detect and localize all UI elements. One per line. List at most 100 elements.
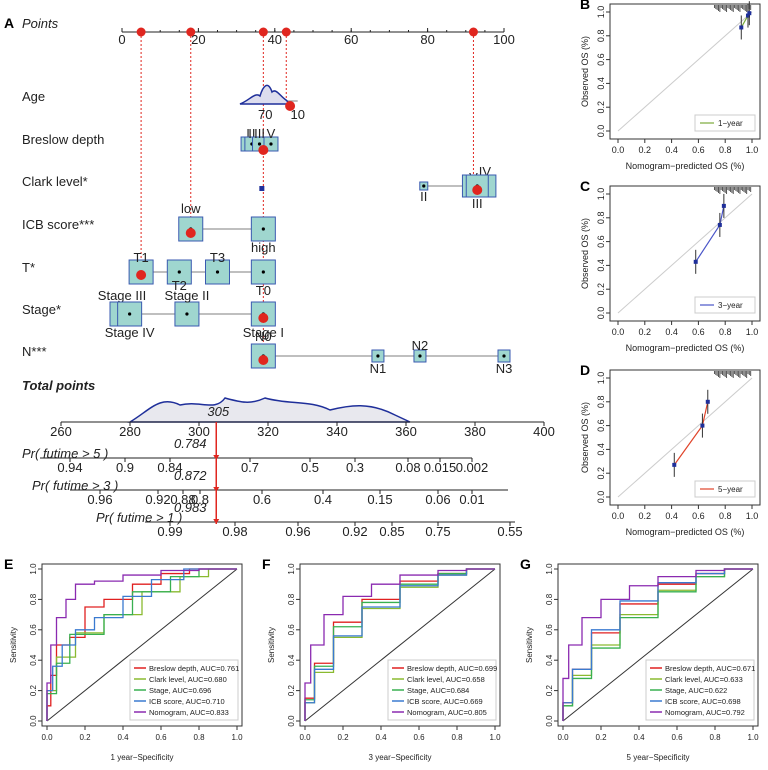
calibration-point — [672, 462, 677, 467]
y-tick-label: 0.0 — [29, 715, 38, 727]
x-tick-label: 0.4 — [633, 733, 645, 742]
prob-value-label: 0.784 — [174, 436, 207, 451]
prob-tick-label: 0.92 — [145, 492, 170, 507]
legend-label: Nomogram, AUC=0.833 — [149, 708, 229, 717]
prob-tick-label: 0.4 — [314, 492, 332, 507]
points-tick-label: 60 — [344, 32, 358, 47]
total-tick-label: 260 — [50, 424, 72, 439]
y-tick-label: 0.2 — [596, 283, 606, 296]
y-tick-label: 0.8 — [596, 212, 606, 225]
calibration-frame — [609, 369, 761, 506]
prob-tick-label: 0.96 — [285, 524, 310, 539]
roc-diagonal — [562, 568, 754, 722]
legend-label: Clark level, AUC=0.658 — [407, 675, 485, 684]
roc-diagonal — [304, 568, 496, 722]
calibration-ideal-line — [617, 193, 753, 314]
legend-label: ICB score, AUC=0.669 — [407, 697, 483, 706]
y-tick-label: 1.0 — [596, 372, 606, 385]
variable-box-dot — [269, 142, 273, 146]
panel-letter-D: D — [580, 362, 590, 378]
variable-tick-label: low — [181, 201, 201, 216]
total-tick-label: 300 — [188, 424, 210, 439]
calibration-point — [745, 13, 750, 18]
variable-tick-label: III — [472, 196, 483, 211]
variable-tick-label: III — [254, 126, 265, 141]
variable-label-0: Age — [22, 89, 45, 104]
points-tick-label: 0 — [118, 32, 125, 47]
variable-tick-label: 10 — [290, 107, 304, 122]
selected-marker — [285, 101, 296, 111]
x-tick-label: 0.0 — [612, 511, 625, 521]
x-tick-label: 0.0 — [557, 733, 569, 742]
prob-label-2: Pr( futime > 1 ) — [96, 510, 182, 525]
variable-tick-label: high — [251, 240, 276, 255]
prob-tick-label: 0.15 — [367, 492, 392, 507]
x-tick-label: 1.0 — [747, 733, 759, 742]
variable-box-dot — [215, 270, 220, 274]
panel-letter-G: G — [520, 556, 531, 572]
prob-tick-label: 0.06 — [425, 492, 450, 507]
prob-value-label: 0.872 — [174, 468, 207, 483]
y-tick-label: 0.2 — [29, 684, 38, 696]
calibration-ideal-line — [617, 377, 753, 498]
prob-tick-label: 0.7 — [241, 460, 259, 475]
y-tick-label: 0.8 — [287, 593, 296, 605]
y-tick-label: 0.6 — [29, 624, 38, 636]
selected-marker — [472, 185, 483, 195]
prob-tick-label: 0.99 — [157, 524, 182, 539]
calibration-point — [693, 259, 698, 264]
x-tick-label: 0.8 — [193, 733, 205, 742]
y-tick-label: 0.6 — [596, 235, 606, 248]
variable-tick-label: N3 — [496, 361, 513, 376]
x-tick-label: 0.2 — [595, 733, 607, 742]
prob-label-0: Pr( futime > 5 ) — [22, 446, 108, 461]
calibration-point — [747, 11, 752, 16]
variable-box-dot — [257, 142, 262, 146]
variable-tick-label: N2 — [412, 338, 429, 353]
y-tick-label: 0.4 — [596, 77, 606, 90]
legend-label: Breslow depth, AUC=0.671 — [665, 664, 755, 673]
variable-label-6: N*** — [22, 344, 47, 359]
variable-box-dot — [128, 312, 132, 316]
variable-tick-label: Stage II — [165, 288, 210, 303]
variable-tick-label: II — [248, 126, 255, 141]
variable-tick-label: Stage I — [243, 325, 284, 340]
total-tick-label: 380 — [464, 424, 486, 439]
y-tick-label: 1.0 — [596, 188, 606, 201]
calibration-point — [739, 25, 744, 30]
variable-box-dot — [185, 312, 189, 316]
y-tick-label: 0.6 — [287, 624, 296, 636]
y-tick-label: 1.0 — [29, 563, 38, 575]
prob-value-label: 0.983 — [174, 500, 207, 515]
panel-letter-E: E — [4, 556, 13, 572]
total-tick-label: 320 — [257, 424, 279, 439]
legend-label: Breslow depth, AUC=0.699 — [407, 664, 497, 673]
y-tick-label: 0.0 — [596, 125, 606, 138]
selected-marker — [185, 228, 196, 238]
y-tick-label: 0.0 — [596, 491, 606, 504]
legend-label: Stage, AUC=0.684 — [407, 686, 469, 695]
prob-tick-label: 0.002 — [456, 460, 489, 475]
y-tick-label: 0.8 — [596, 396, 606, 409]
variable-tick-label: II — [420, 189, 427, 204]
x-tick-label: 0.6 — [692, 327, 705, 337]
x-tick-label: 1.0 — [746, 511, 759, 521]
prob-tick-label: 0.6 — [253, 492, 271, 507]
prob-tick-label: 0.55 — [497, 524, 522, 539]
prob-label-1: Pr( futime > 3 ) — [32, 478, 118, 493]
roc-curve — [304, 568, 495, 721]
roc-frame — [41, 563, 243, 727]
x-axis-label: Nomogram−predicted OS (%) — [626, 161, 745, 171]
roc-curve — [562, 568, 753, 721]
variable-box — [117, 301, 143, 327]
x-tick-label: 0.8 — [709, 733, 721, 742]
calibration-frame — [609, 185, 761, 322]
legend-label: Nomogram, AUC=0.805 — [407, 708, 487, 717]
calibration-point — [717, 222, 722, 227]
legend-box — [645, 659, 755, 721]
roc-curve — [46, 568, 237, 721]
variable-tick-label: Stage III — [98, 288, 146, 303]
x-tick-label: 0.4 — [665, 327, 678, 337]
prob-tick-label: 0.3 — [346, 460, 364, 475]
